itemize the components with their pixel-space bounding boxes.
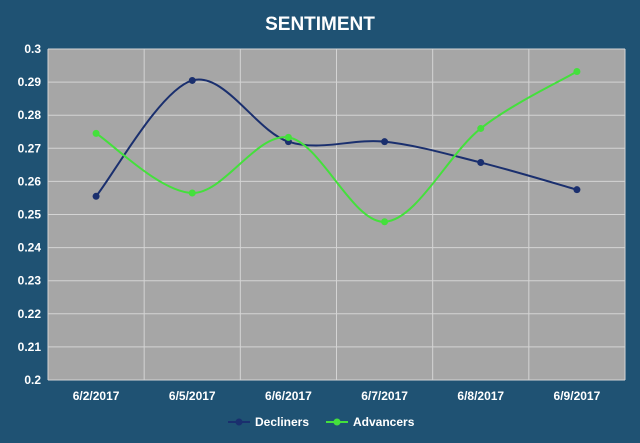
legend: Decliners Advancers bbox=[228, 415, 415, 429]
data-point-decliners bbox=[381, 138, 389, 146]
series-layer bbox=[92, 68, 581, 226]
legend-item-advancers: Advancers bbox=[326, 415, 415, 429]
data-point-advancers bbox=[477, 124, 485, 132]
data-point-decliners bbox=[477, 159, 485, 167]
data-point-advancers bbox=[188, 189, 196, 197]
data-point-advancers bbox=[573, 68, 581, 76]
y-tick-label: 0.28 bbox=[18, 108, 42, 122]
legend-item-decliners: Decliners bbox=[228, 415, 309, 429]
chart-title: SENTIMENT bbox=[265, 14, 375, 35]
data-point-advancers bbox=[284, 133, 292, 141]
legend-marker bbox=[235, 418, 243, 426]
legend-label: Advancers bbox=[353, 415, 415, 429]
data-point-advancers bbox=[381, 218, 389, 226]
y-tick-label: 0.22 bbox=[18, 307, 42, 321]
data-point-decliners bbox=[573, 186, 581, 194]
series-decliners bbox=[92, 76, 581, 200]
x-tick-label: 6/6/2017 bbox=[265, 389, 312, 403]
y-axis-ticks: 0.2 0.21 0.22 0.23 0.24 0.25 0.26 0.27 0.28 0.29 0… bbox=[18, 42, 42, 387]
y-tick-label: 0.21 bbox=[18, 340, 42, 354]
x-tick-label: 6/7/2017 bbox=[361, 389, 408, 403]
x-tick-label: 6/9/2017 bbox=[554, 389, 601, 403]
y-tick-label: 0.29 bbox=[18, 75, 42, 89]
data-point-decliners bbox=[188, 76, 196, 84]
y-tick-label: 0.25 bbox=[18, 208, 42, 222]
y-tick-label: 0.27 bbox=[18, 141, 42, 155]
x-axis-ticks: 6/2/2017 6/5/2017 6/6/2017 6/7/2017 6/8/2017… bbox=[73, 389, 601, 403]
y-tick-label: 0.26 bbox=[18, 174, 42, 188]
y-tick-label: 0.2 bbox=[24, 373, 41, 387]
data-point-decliners bbox=[92, 192, 100, 200]
y-tick-label: 0.23 bbox=[18, 274, 42, 288]
data-point-advancers bbox=[92, 129, 100, 137]
x-tick-label: 6/2/2017 bbox=[73, 389, 120, 403]
x-tick-label: 6/8/2017 bbox=[457, 389, 504, 403]
series-advancers bbox=[92, 68, 581, 226]
y-tick-label: 0.24 bbox=[18, 241, 42, 255]
x-tick-label: 6/5/2017 bbox=[169, 389, 216, 403]
legend-label: Decliners bbox=[255, 415, 309, 429]
y-tick-label: 0.3 bbox=[24, 42, 41, 56]
legend-marker bbox=[333, 418, 341, 426]
